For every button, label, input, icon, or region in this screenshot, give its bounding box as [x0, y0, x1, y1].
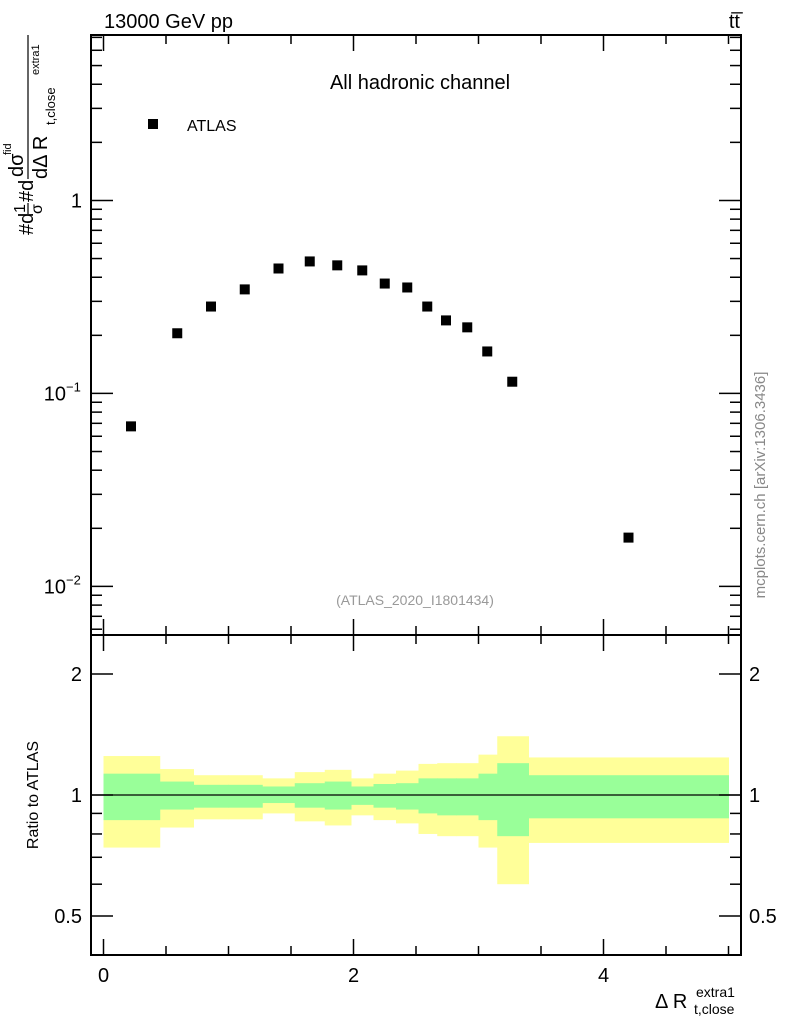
ratio-band-bin: [478, 773, 498, 821]
svg-text:#d: #d: [16, 180, 38, 202]
analysis-tag: (ATLAS_2020_I1801434): [336, 592, 494, 608]
x-tick-label: 4: [598, 965, 609, 987]
ratio-band-bin: [396, 783, 419, 810]
svg-text:t,close: t,close: [43, 87, 58, 125]
data-point-atlas: [239, 284, 250, 295]
data-point-atlas: [332, 260, 343, 271]
x-tick-label: 0: [98, 965, 109, 987]
svg-text:dΔ R: dΔ R: [30, 136, 52, 179]
ratio-band-bin: [351, 786, 374, 805]
svg-text:dσ: dσ: [6, 153, 28, 177]
ratio-y-tick-label: 0.5: [54, 906, 82, 928]
data-point-atlas: [441, 315, 451, 326]
svg-text:extra1: extra1: [30, 44, 42, 75]
data-point-atlas: [623, 532, 634, 543]
data-point-atlas: [206, 301, 216, 312]
header-left: 13000 GeV pp: [104, 11, 233, 33]
y-axis-label: #d 1 σ #d dσ fid dΔ R t,close extra1: [2, 35, 58, 235]
data-point-atlas: [422, 301, 433, 312]
y-tick-exponent: −1: [66, 379, 81, 394]
data-point-atlas: [126, 421, 136, 432]
header-right: tt̅: [729, 11, 743, 33]
svg-text:fid: fid: [2, 143, 14, 155]
ratio-band-bin: [193, 784, 229, 808]
ratio-band-bin: [528, 775, 729, 819]
ratio-band-bin: [456, 778, 479, 816]
ratio-y-tick-label: 1: [749, 785, 760, 807]
data-point-atlas: [482, 346, 493, 357]
svg-text:Δ R: Δ R: [655, 991, 687, 1013]
svg-text:#d: #d: [16, 213, 38, 235]
data-point-atlas: [357, 265, 368, 276]
ratio-band-bin: [497, 763, 529, 837]
data-point-atlas: [172, 328, 183, 339]
ratio-band-bin: [373, 784, 397, 808]
svg-text:1: 1: [12, 204, 29, 213]
svg-text:σ: σ: [29, 204, 46, 214]
ratio-y-tick-label: 1: [71, 785, 82, 807]
x-tick-label: 2: [348, 965, 359, 987]
y-tick-label: 1: [71, 190, 82, 212]
data-point-atlas: [304, 256, 315, 267]
ratio-band-bin: [437, 778, 457, 816]
data-point-atlas: [402, 282, 413, 293]
ratio-band-bin: [418, 778, 438, 814]
ratio-y-axis-label: Ratio to ATLAS: [25, 741, 42, 849]
watermark: mcplots.cern.ch [arXiv:1306.3436]: [752, 372, 769, 599]
x-axis-label: Δ R t,close extra1: [655, 984, 735, 1017]
data-points: [126, 256, 634, 543]
ratio-y-tick-label: 2: [749, 664, 760, 686]
y-tick-label: 10: [44, 383, 66, 405]
ratio-y-tick-label: 2: [71, 664, 82, 686]
ratio-y-tick-label: 0.5: [749, 906, 777, 928]
svg-text:t,close: t,close: [694, 1001, 735, 1017]
y-tick-label: 10: [44, 576, 66, 598]
legend-marker-atlas: [148, 119, 158, 129]
ratio-band-bin: [103, 773, 161, 821]
ratio-bands: [91, 736, 741, 885]
svg-text:extra1: extra1: [696, 984, 735, 1000]
data-point-atlas: [379, 278, 390, 289]
data-point-atlas: [273, 263, 284, 274]
y-tick-exponent: −2: [66, 572, 81, 587]
legend-label-atlas: ATLAS: [187, 118, 237, 135]
data-point-atlas: [507, 376, 518, 387]
ratio-band-bin: [228, 784, 263, 808]
data-point-atlas: [462, 322, 473, 333]
chart-title: All hadronic channel: [330, 72, 510, 94]
